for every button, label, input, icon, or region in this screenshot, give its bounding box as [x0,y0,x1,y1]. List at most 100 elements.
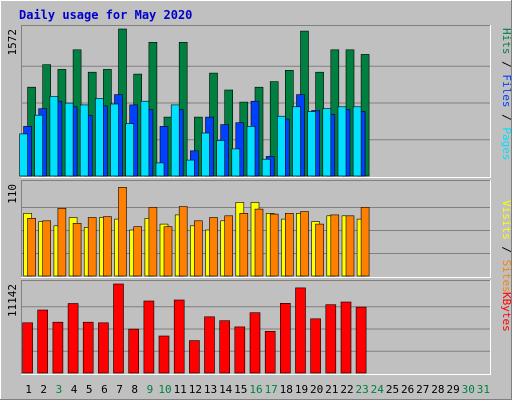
bar-kbytes-day-16 [249,312,261,374]
x-label-day-21: 21 [325,383,338,396]
x-label-day-14: 14 [219,383,233,396]
bar-sites-day-5 [87,217,97,277]
x-label-day-10: 10 [158,383,171,396]
bar-pages-day-18 [276,115,286,177]
bar-sites-day-14 [224,215,233,277]
bar-kbytes-day-6 [98,322,109,374]
x-label-day-31: 31 [477,383,490,396]
bar-sites-day-9 [148,207,158,277]
x-axis-labels: 1 2 3 4 5 6 7 8 9 10 11 12 13 14 15 16 17 18 19 20 21 22 23 24 2… [25,383,490,396]
bar-sites-day-8 [133,226,142,277]
x-label-day-30: 30 [462,383,475,396]
panel-visits-sites: 110 Visits / Sites [6,180,512,293]
x-label-day-28: 28 [431,383,444,396]
bar-pages-day-15 [231,148,241,177]
bar-pages-day-5 [79,104,89,177]
x-label-day-23: 23 [355,383,368,396]
bar-kbytes-day-4 [67,303,79,374]
bar-sites-day-15 [239,213,249,277]
bar-pages-day-16 [246,126,256,177]
x-label-day-27: 27 [416,383,429,396]
panel-hits-files-pages: 1572 Hits / Files / Pages [6,25,512,178]
x-label-day-16: 16 [249,383,262,396]
bar-pages-day-10 [155,162,165,177]
x-label-day-2: 2 [40,383,47,396]
y-max-label: 11142 [6,284,19,317]
bar-kbytes-day-18 [279,302,291,374]
x-label-day-3: 3 [56,383,63,396]
x-label-day-4: 4 [71,383,78,396]
legend-kbytes: KBytes [500,292,512,332]
bar-sites-day-18 [284,213,294,277]
legend-item-hits: Hits [500,28,512,55]
chart-panels: 1572 Hits / Files / Pages 110 Visits / Site… [6,25,512,375]
bar-kbytes-day-11 [173,299,185,374]
y-max-label: 1572 [6,29,19,56]
bar-sites-day-12 [194,220,203,277]
bar-sites-day-13 [209,217,218,277]
bar-sites-day-20 [315,223,324,277]
x-label-day-29: 29 [446,383,459,396]
bar-pages-day-8 [125,123,134,177]
bar-sites-day-7 [118,187,127,277]
legend-item-visits: Visits [500,200,512,240]
bar-sites-day-22 [345,215,355,277]
bar-kbytes-day-12 [189,340,200,374]
x-label-day-20: 20 [310,383,323,396]
legend-separator: / [500,55,512,75]
bar-sites-day-10 [163,226,173,277]
bar-sites-day-4 [72,223,82,277]
x-label-day-6: 6 [101,383,108,396]
bar-pages-day-17 [261,158,271,177]
legend-item-kbytes: KBytes [500,292,512,332]
bar-sites-day-23 [360,207,370,277]
legend-separator: / [500,240,512,260]
x-label-day-17: 17 [265,383,278,396]
bar-kbytes-day-14 [219,320,230,374]
bar-pages-day-11 [170,104,180,177]
bar-pages-day-19 [292,106,301,177]
bar-sites-day-17 [269,213,279,277]
bar-kbytes-day-3 [52,321,64,374]
x-label-day-11: 11 [174,383,187,396]
bar-pages-day-21 [322,108,332,177]
bar-pages-day-22 [337,106,347,177]
bar-pages-day-4 [64,102,74,177]
x-label-day-7: 7 [116,383,123,396]
x-label-day-5: 5 [86,383,93,396]
y-max-label: 110 [6,184,19,204]
x-label-day-15: 15 [234,383,247,396]
bar-kbytes-day-9 [143,300,155,374]
bar-sites-day-21 [330,214,340,277]
bar-pages-day-6 [95,98,104,177]
bar-sites-day-11 [178,206,188,277]
x-label-day-1: 1 [25,383,32,396]
bar-sites-day-1 [27,218,36,277]
x-label-day-18: 18 [280,383,293,396]
bar-sites-day-19 [300,211,309,277]
x-label-day-19: 19 [295,383,308,396]
legend-visits-sites: Visits / Sites [500,200,512,293]
x-label-day-8: 8 [131,383,138,396]
legend-separator: / [500,108,512,128]
panel-kbytes: 11142 KBytes [6,280,512,375]
bar-kbytes-day-7 [113,283,124,374]
legend-item-pages: Pages [500,127,512,160]
bar-kbytes-day-2 [37,309,49,374]
x-label-day-9: 9 [147,383,154,396]
bar-kbytes-day-22 [340,301,352,374]
bar-kbytes-day-19 [295,287,306,374]
legend-item-sites: Sites [500,260,512,293]
bar-pages-day-7 [110,103,119,177]
legend-item-files: Files [500,74,512,107]
bar-sites-day-3 [57,208,67,277]
bar-pages-day-1 [19,133,28,177]
bar-kbytes-day-21 [325,304,337,374]
bar-kbytes-day-8 [128,328,139,374]
bar-kbytes-day-13 [204,316,215,374]
x-label-day-12: 12 [189,383,202,396]
bar-pages-day-14 [216,140,225,177]
bar-sites-day-16 [254,208,264,277]
